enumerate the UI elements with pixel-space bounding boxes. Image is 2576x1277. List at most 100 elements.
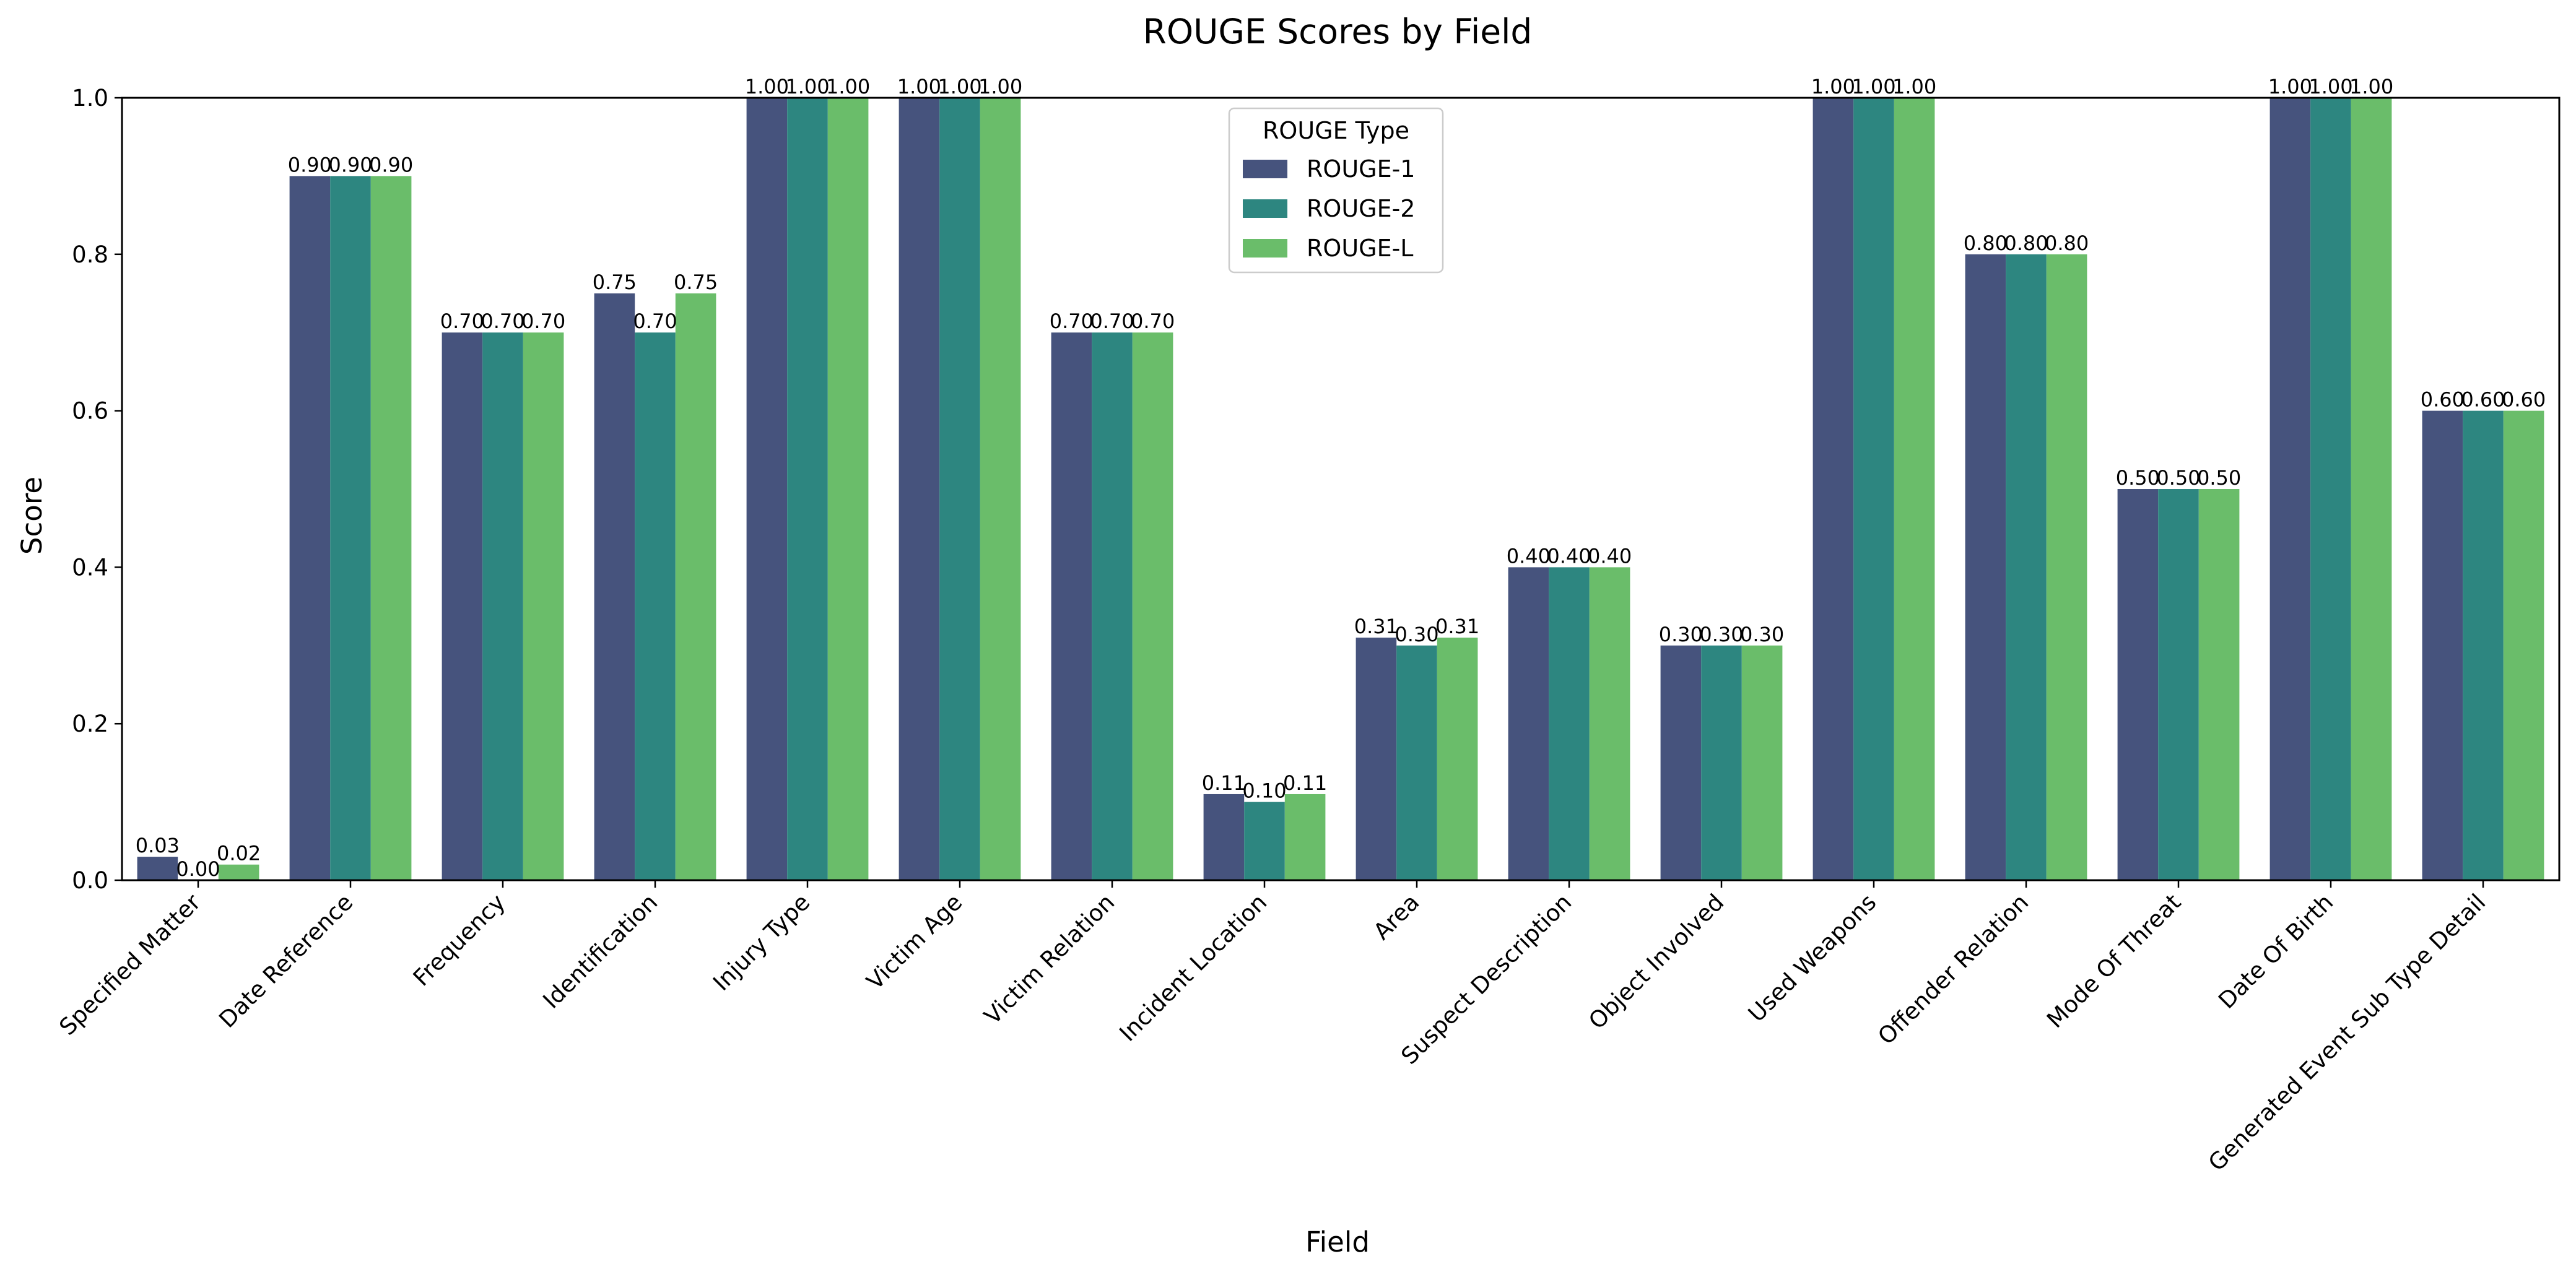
data-label: 0.90	[369, 153, 413, 176]
legend: ROUGE Type ROUGE-1 ROUGE-2 ROUGE-L	[1228, 107, 1444, 274]
bar-rouge-2-1	[330, 176, 371, 880]
data-label: 0.70	[481, 310, 524, 333]
y-tick-label: 0.6	[72, 398, 108, 425]
x-tick-label: Frequency	[408, 889, 511, 992]
data-label: 0.50	[2116, 466, 2160, 490]
bar-rouge-2-6	[1092, 332, 1133, 880]
legend-swatch-rouge-2	[1243, 199, 1287, 218]
data-label: 0.60	[2461, 388, 2505, 412]
x-tick-label: Area	[1368, 889, 1425, 945]
x-tick-label: Incident Location	[1114, 889, 1272, 1047]
data-label: 0.00	[176, 857, 220, 881]
data-label: 0.40	[1588, 544, 1632, 568]
data-label: 0.90	[328, 153, 372, 176]
legend-swatch-rouge-1	[1243, 160, 1287, 178]
data-label: 1.00	[785, 75, 829, 98]
data-label: 0.31	[1435, 615, 1479, 638]
x-tick-label: Object Involved	[1583, 889, 1729, 1034]
bar-rouge-2-12	[2006, 254, 2047, 880]
bar-rouge-1-10	[1660, 645, 1702, 880]
bar-rouge-l-5	[980, 98, 1021, 880]
data-label: 0.70	[1131, 310, 1175, 333]
y-tick-label: 0.0	[72, 867, 108, 894]
bar-rouge-1-0	[137, 857, 178, 880]
x-tick-label: Generated Event Sub Type Detail	[2203, 889, 2491, 1176]
x-tick-label: Suspect Description	[1396, 889, 1577, 1070]
bar-rouge-1-11	[1812, 98, 1854, 880]
data-label: 1.00	[978, 75, 1022, 98]
x-tick-label: Used Weapons	[1743, 889, 1882, 1028]
bar-rouge-2-13	[2158, 489, 2199, 880]
data-label: 0.75	[674, 271, 718, 294]
data-label: 1.00	[1892, 75, 1936, 98]
legend-frame	[1228, 107, 1444, 274]
x-tick-label: Identification	[537, 889, 663, 1014]
x-tick-label: Victim Age	[861, 889, 967, 995]
data-label: 0.80	[1964, 232, 2008, 255]
data-label: 0.80	[2045, 232, 2089, 255]
bar-rouge-1-1	[289, 176, 331, 880]
bar-rouge-2-9	[1549, 567, 1590, 880]
bars-layer	[137, 98, 2544, 880]
bar-rouge-1-2	[442, 332, 483, 880]
x-tick-label: Offender Relation	[1873, 889, 2034, 1050]
x-tick-label: Mode Of Threat	[2042, 889, 2186, 1033]
y-tick-label: 0.8	[72, 241, 108, 268]
bar-rouge-l-4	[827, 98, 869, 880]
bar-rouge-l-12	[2046, 254, 2087, 880]
bar-rouge-l-13	[2198, 489, 2240, 880]
bar-rouge-2-14	[2310, 98, 2351, 880]
bar-rouge-l-7	[1284, 794, 1326, 880]
bar-rouge-2-8	[1396, 645, 1437, 880]
y-tick-label: 1.0	[72, 85, 108, 111]
y-axis-title: Score	[15, 477, 48, 555]
data-label: 0.11	[1283, 771, 1327, 795]
bar-rouge-1-4	[746, 98, 788, 880]
bar-rouge-l-9	[1589, 567, 1630, 880]
bar-rouge-1-13	[2117, 489, 2159, 880]
data-label: 0.11	[1202, 771, 1246, 795]
data-label: 0.02	[217, 842, 261, 865]
data-label: 1.00	[2308, 75, 2352, 98]
bar-rouge-l-1	[370, 176, 412, 880]
bar-rouge-1-9	[1508, 567, 1549, 880]
bar-rouge-2-2	[482, 332, 523, 880]
bar-rouge-l-0	[218, 864, 259, 880]
data-label: 0.30	[1740, 623, 1784, 646]
legend-label-rouge-2: ROUGE-2	[1307, 195, 1415, 222]
bar-rouge-1-5	[899, 98, 940, 880]
x-tick-label: Date Of Birth	[2213, 889, 2338, 1014]
legend-swatch-rouge-l	[1243, 239, 1287, 258]
data-label: 1.00	[745, 75, 789, 98]
data-label: 0.70	[521, 310, 565, 333]
bar-rouge-1-14	[2269, 98, 2311, 880]
data-label: 0.60	[2502, 388, 2546, 412]
bar-rouge-2-3	[635, 332, 676, 880]
bar-rouge-l-14	[2351, 98, 2392, 880]
bar-rouge-1-3	[594, 293, 635, 880]
data-label: 0.90	[288, 153, 332, 176]
bar-rouge-2-11	[1853, 98, 1894, 880]
data-label: 1.00	[1852, 75, 1895, 98]
data-label: 0.30	[1699, 623, 1743, 646]
legend-label-rouge-1: ROUGE-1	[1307, 155, 1415, 183]
bar-rouge-1-12	[1965, 254, 2006, 880]
x-axis-title: Field	[1305, 1226, 1370, 1258]
bar-rouge-1-6	[1051, 332, 1092, 880]
y-tick-label: 0.2	[72, 711, 108, 737]
plot-frame	[121, 97, 2561, 881]
data-label: 1.00	[826, 75, 870, 98]
data-label: 0.31	[1354, 615, 1398, 638]
data-label: 0.03	[136, 834, 180, 857]
data-label: 1.00	[2268, 75, 2312, 98]
data-labels-layer: 0.030.900.700.751.00 1.000.700.110.310.40…	[136, 75, 2546, 881]
bar-rouge-2-15	[2463, 410, 2504, 880]
bar-rouge-1-7	[1203, 794, 1245, 880]
legend-title: ROUGE Type	[1263, 117, 1409, 144]
bar-rouge-2-4	[787, 98, 828, 880]
legend-label-rouge-l: ROUGE-L	[1307, 235, 1413, 262]
y-tick-label: 0.4	[72, 554, 108, 581]
bar-rouge-l-11	[1894, 98, 1935, 880]
